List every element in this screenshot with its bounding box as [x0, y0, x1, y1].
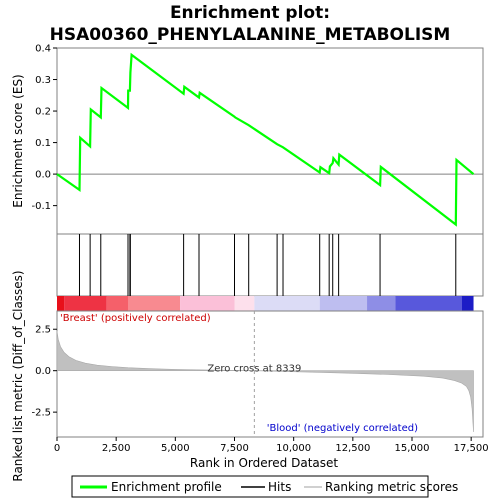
es-y-tick-label: 0.3: [35, 75, 51, 86]
x-tick-label: 0: [54, 443, 60, 454]
es-line-group: [56, 52, 475, 227]
es-y-tick-label: 0.0: [35, 170, 51, 181]
x-tick-label: 17,500: [454, 443, 489, 454]
x-tick-label: 12,500: [335, 443, 370, 454]
metric-y-tick-label: 2.5: [35, 325, 51, 336]
metric-y-ticks: -2.5 0.0 2.5: [31, 325, 57, 419]
heatbar-segment: [57, 296, 65, 311]
heatbar-segment: [128, 296, 181, 311]
x-tick-label: 5,000: [161, 443, 190, 454]
legend-hits-label: Hits: [268, 480, 291, 494]
es-y-tick-label: -0.1: [31, 201, 51, 212]
x-tick-label: 15,000: [395, 443, 430, 454]
hits-panel: [56, 233, 484, 297]
es-y-tick-label: 0.4: [35, 44, 51, 55]
heatbar-segment: [64, 296, 107, 311]
x-tick-label: 2,500: [102, 443, 131, 454]
es-y-ticks: -0.1 0.0 0.1 0.2 0.3 0.4: [31, 44, 57, 212]
heatbar-segment: [367, 296, 396, 311]
x-tick-label: 7,500: [220, 443, 249, 454]
legend-metric-label: Ranking metric scores: [325, 480, 458, 494]
zero-cross-label: Zero cross at 8339: [207, 364, 301, 375]
heatbar-segment: [180, 296, 235, 311]
legend-enrichment-label: Enrichment profile: [111, 480, 222, 494]
es-panel: [56, 47, 484, 235]
metric-y-axis-label: Ranked list metric (Diff_of_Classes): [11, 270, 25, 481]
heatbar-segment: [234, 296, 255, 311]
x-axis-ticks: 0 2,500 5,000 7,500 10,000 12,500 15,000 17,500: [54, 437, 489, 454]
heatbar-segment: [254, 296, 320, 311]
es-line: [56, 52, 475, 227]
heatbar-segment: [395, 296, 462, 311]
ranking-metric-area: [56, 330, 474, 433]
negative-class-label: 'Blood' (negatively correlated): [267, 423, 418, 434]
hit-marks: [78, 234, 457, 296]
ranking-metric-area-path: [56, 330, 474, 433]
es-y-axis-label: Enrichment score (ES): [11, 74, 25, 207]
x-axis-label: Rank in Ordered Dataset: [190, 456, 338, 470]
heatbar-segment: [319, 296, 368, 311]
ranking-heatbar: [57, 296, 474, 311]
metric-y-tick-label: -2.5: [31, 408, 51, 419]
es-y-tick-label: 0.2: [35, 107, 51, 118]
heatbar-segment: [106, 296, 128, 311]
chart-title-line1: Enrichment plot:: [170, 3, 330, 23]
positive-class-label: 'Breast' (positively correlated): [60, 313, 211, 324]
chart-title-line2: HSA00360_PHENYLALANINE_METABOLISM: [50, 25, 451, 45]
x-tick-label: 10,000: [276, 443, 311, 454]
heatbar-segment: [461, 296, 474, 311]
es-y-tick-label: 0.1: [35, 138, 51, 149]
metric-y-tick-label: 0.0: [35, 366, 51, 377]
